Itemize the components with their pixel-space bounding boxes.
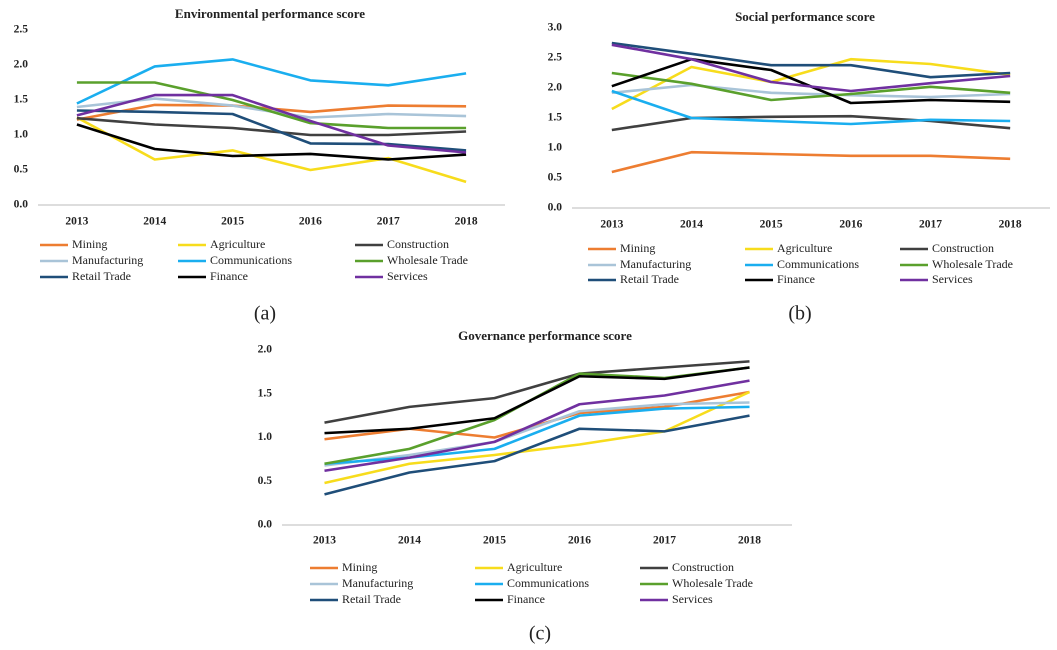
legend-label: Retail Trade xyxy=(72,269,131,283)
y-tick-label: 1.5 xyxy=(258,387,273,399)
x-tick-label: 2018 xyxy=(999,219,1022,231)
y-tick-label: 1.0 xyxy=(14,129,29,141)
x-tick-label: 2017 xyxy=(919,219,942,231)
y-tick-label: 0.5 xyxy=(14,164,29,176)
legend-label: Wholesale Trade xyxy=(672,576,753,590)
x-tick-label: 2015 xyxy=(483,535,506,547)
y-tick-label: 2.0 xyxy=(14,59,29,71)
y-tick-label: 0.5 xyxy=(548,172,563,184)
legend-label: Mining xyxy=(72,237,107,251)
legend-label: Wholesale Trade xyxy=(387,253,468,267)
legend-label: Retail Trade xyxy=(620,272,679,286)
legend-label: Construction xyxy=(387,237,449,251)
y-tick-label: 2.5 xyxy=(14,24,29,36)
series-line xyxy=(611,41,1011,79)
y-tick-label: 1.0 xyxy=(258,431,273,443)
x-tick-label: 2017 xyxy=(377,216,400,228)
y-tick-label: 2.0 xyxy=(258,344,273,356)
x-tick-label: 2014 xyxy=(143,216,166,228)
legend-label: Services xyxy=(672,592,713,606)
y-tick-label: 0.0 xyxy=(548,202,563,214)
x-tick-label: 2014 xyxy=(680,219,703,231)
series-line xyxy=(76,81,467,130)
legend-label: Agriculture xyxy=(777,241,832,255)
series-line xyxy=(324,379,750,473)
series-line xyxy=(611,114,1011,132)
series-line xyxy=(324,366,750,435)
series-line xyxy=(611,43,1011,93)
legend-label: Wholesale Trade xyxy=(932,257,1013,271)
series-line xyxy=(611,83,1011,99)
y-tick-label: 0.0 xyxy=(258,519,273,531)
x-tick-label: 2017 xyxy=(653,535,676,547)
chart-title: Environmental performance score xyxy=(175,6,365,21)
series-line xyxy=(324,405,750,466)
series-line xyxy=(76,116,467,137)
series-line xyxy=(611,57,1011,111)
legend-label: Mining xyxy=(620,241,655,255)
x-tick-label: 2015 xyxy=(760,219,783,231)
x-tick-label: 2016 xyxy=(839,219,862,231)
legend-label: Communications xyxy=(507,576,589,590)
caption: (b) xyxy=(788,303,811,325)
legend-label: Mining xyxy=(342,560,377,574)
legend-label: Finance xyxy=(507,592,545,606)
series-line xyxy=(324,401,750,467)
x-tick-label: 2013 xyxy=(65,216,88,228)
y-tick-label: 2.5 xyxy=(548,52,563,64)
y-tick-label: 3.0 xyxy=(548,22,563,34)
y-tick-label: 0.0 xyxy=(14,199,29,211)
legend-label: Manufacturing xyxy=(72,253,143,267)
series-line xyxy=(324,390,751,485)
legend-label: Construction xyxy=(932,241,994,255)
x-tick-label: 2014 xyxy=(398,535,421,547)
legend-label: Communications xyxy=(777,257,859,271)
x-tick-label: 2013 xyxy=(313,535,336,547)
series-line xyxy=(611,150,1011,174)
caption: (a) xyxy=(254,303,276,325)
legend-label: Agriculture xyxy=(507,560,562,574)
legend-label: Finance xyxy=(777,272,815,286)
series-line xyxy=(76,109,467,152)
series-line xyxy=(76,93,467,154)
legend-label: Manufacturing xyxy=(620,257,691,271)
legend-label: Services xyxy=(387,269,428,283)
series-line xyxy=(611,71,1011,102)
legend-label: Services xyxy=(932,272,973,286)
chart-title: Social performance score xyxy=(735,9,875,24)
legend-label: Construction xyxy=(672,560,734,574)
legend-label: Manufacturing xyxy=(342,576,413,590)
x-tick-label: 2018 xyxy=(738,535,761,547)
series-line xyxy=(324,414,750,496)
series-line xyxy=(76,116,467,184)
legend-label: Finance xyxy=(210,269,248,283)
series-line xyxy=(76,58,467,105)
x-tick-label: 2015 xyxy=(221,216,244,228)
y-tick-label: 1.0 xyxy=(548,142,563,154)
series-line xyxy=(76,123,467,161)
x-tick-label: 2016 xyxy=(568,535,591,547)
series-line xyxy=(324,360,750,424)
y-tick-label: 1.5 xyxy=(548,112,563,124)
caption: (c) xyxy=(529,623,551,645)
legend-label: Communications xyxy=(210,253,292,267)
x-tick-label: 2013 xyxy=(600,219,623,231)
legend-label: Retail Trade xyxy=(342,592,401,606)
series-line xyxy=(611,89,1011,126)
legend-label: Agriculture xyxy=(210,237,265,251)
x-tick-label: 2018 xyxy=(455,216,478,228)
x-tick-label: 2016 xyxy=(299,216,322,228)
y-tick-label: 1.5 xyxy=(14,94,29,106)
y-tick-label: 2.0 xyxy=(548,82,563,94)
y-tick-label: 0.5 xyxy=(258,475,273,487)
chart-title: Governance performance score xyxy=(458,328,632,343)
